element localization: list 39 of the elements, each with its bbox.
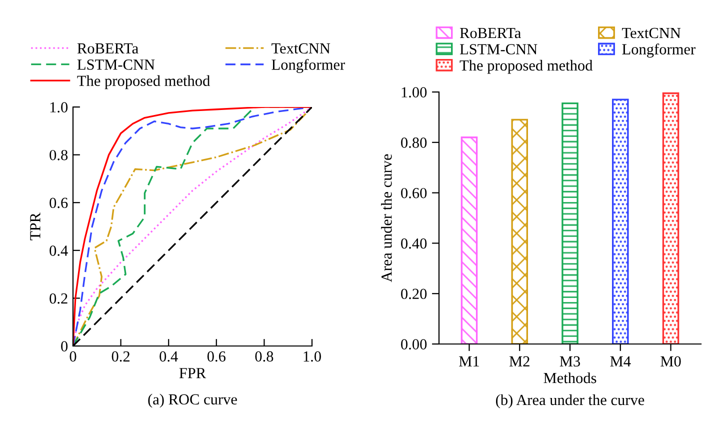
y-axis-title: TPR bbox=[30, 212, 40, 240]
y-tick-label: 0.2 bbox=[50, 293, 68, 304]
x-tick-label: 0.2 bbox=[112, 351, 130, 362]
x-tick-label: 0.4 bbox=[160, 351, 178, 362]
x-tick-label: M2 bbox=[509, 356, 530, 366]
y-tick-label: 1.0 bbox=[50, 102, 68, 113]
legend-label: Longformer bbox=[622, 44, 696, 58]
x-tick-label: 0 bbox=[70, 351, 76, 362]
x-tick-label: M0 bbox=[660, 356, 681, 367]
y-tick-label: 0.00 bbox=[401, 339, 427, 350]
x-tick-label: M3 bbox=[560, 356, 580, 367]
legend-label: LSTM-CNN bbox=[460, 44, 538, 54]
y-tick-label: 1.00 bbox=[402, 87, 427, 98]
legend-label: The proposed method bbox=[460, 60, 593, 74]
x-tick-label: M1 bbox=[459, 356, 479, 366]
legend-label: The proposed method bbox=[77, 75, 210, 90]
x-tick-label: M4 bbox=[610, 356, 631, 366]
legend-label: LSTM-CNN bbox=[77, 60, 155, 70]
y-tick-label: 0 bbox=[61, 341, 68, 352]
text: (b) Area under the curve bbox=[496, 394, 644, 408]
y-tick-label: 0.8 bbox=[50, 150, 68, 160]
text: (a) ROC curve bbox=[148, 394, 237, 408]
y-tick-label: 0.40 bbox=[401, 238, 427, 249]
y-tick-label: 0.6 bbox=[50, 198, 68, 208]
legend-label: RoBERTa bbox=[460, 28, 521, 38]
x-axis-title: FPR bbox=[179, 368, 206, 378]
y-axis-title: Area under the curve bbox=[381, 154, 392, 282]
legend-label: Longformer bbox=[272, 58, 345, 73]
legend-label: RoBERTa bbox=[77, 43, 138, 54]
y-tick-label: 0.4 bbox=[50, 246, 68, 256]
y-tick-label: 0.20 bbox=[401, 288, 427, 300]
x-tick-label: 0.8 bbox=[255, 351, 274, 362]
legend-label: TextCNN bbox=[272, 43, 330, 54]
x-axis-title: Methods bbox=[544, 372, 596, 384]
legend-label: TextCNN bbox=[622, 28, 681, 38]
x-tick-label: 1.0 bbox=[304, 351, 321, 362]
y-tick-label: 0.60 bbox=[401, 188, 427, 198]
y-tick-label: 0.80 bbox=[401, 138, 427, 148]
x-tick-label: 0.6 bbox=[207, 351, 226, 362]
